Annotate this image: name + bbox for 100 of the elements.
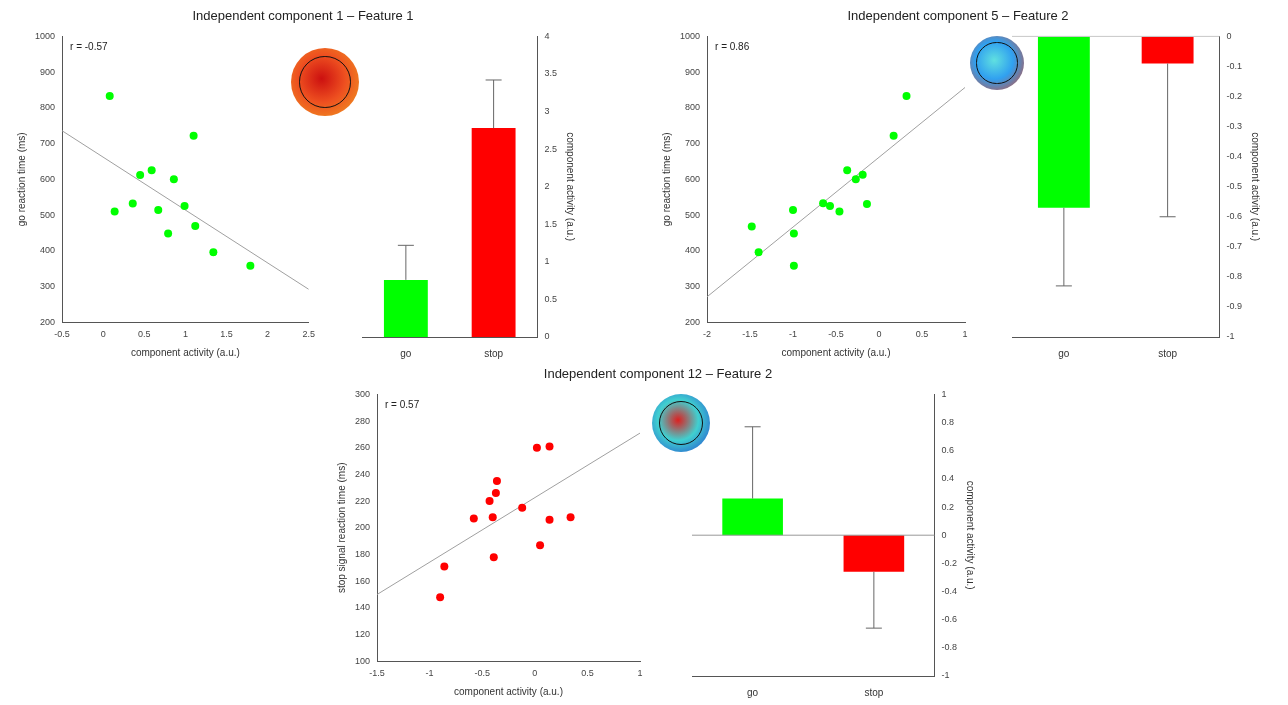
- point: [819, 199, 828, 208]
- point: [902, 92, 911, 101]
- point: [488, 513, 497, 522]
- point: [128, 199, 137, 208]
- y-tick-label: 800: [39, 102, 56, 113]
- y-tick-label: -0.8: [1226, 271, 1243, 282]
- point: [180, 202, 189, 211]
- x-tick-label: stop: [864, 686, 884, 698]
- y-tick-label: -0.4: [1226, 151, 1243, 162]
- point: [754, 248, 763, 257]
- x-axis-title: component activity (a.u.): [130, 346, 240, 358]
- point: [889, 131, 898, 140]
- x-axis-title: component activity (a.u.): [781, 346, 891, 358]
- point: [851, 175, 860, 184]
- point: [532, 443, 541, 452]
- y-tick-label: 300: [39, 280, 56, 291]
- x-tick-label: 2: [265, 329, 271, 340]
- y-tick-label: 180: [354, 548, 371, 559]
- point: [491, 489, 500, 498]
- y-tick-label: -0.5: [1226, 181, 1243, 192]
- x-tick-label: 0: [876, 329, 882, 340]
- y-tick-label: 1.5: [544, 218, 557, 229]
- y-tick-label: 120: [354, 629, 371, 639]
- y-tick-label: 0.2: [941, 501, 955, 512]
- chart-title: Independent component 12 – Feature 2: [542, 366, 774, 381]
- point: [489, 553, 498, 562]
- point: [209, 248, 218, 257]
- x-tick-label: -0.5: [828, 329, 844, 340]
- y-tick-label: 200: [39, 316, 56, 327]
- y-axis-title: component activity (a.u.): [565, 132, 577, 242]
- y-axis-title: go reaction time (ms): [660, 132, 672, 227]
- y-tick-label: 1: [941, 388, 947, 399]
- x-tick-label: -1: [789, 329, 798, 340]
- y-tick-label: -0.7: [1226, 241, 1243, 252]
- x-tick-label: -1: [425, 668, 434, 679]
- y-tick-label: 500: [39, 209, 56, 220]
- point: [105, 92, 114, 101]
- x-tick-label: 1: [637, 668, 643, 679]
- y-tick-label: -0.8: [941, 642, 958, 653]
- point: [858, 170, 867, 179]
- point: [136, 171, 145, 180]
- x-tick-label: 0.5: [138, 329, 151, 340]
- point: [246, 261, 255, 270]
- point: [518, 503, 527, 512]
- y-tick-label: 280: [354, 415, 371, 426]
- y-tick-label: 300: [684, 280, 701, 291]
- y-tick-label: 0.6: [941, 445, 955, 456]
- y-tick-label: 600: [684, 173, 701, 184]
- annotation: r = -0.57: [70, 41, 108, 53]
- point: [110, 207, 119, 216]
- x-tick-label: -0.5: [54, 329, 70, 340]
- y-tick-label: 700: [684, 138, 701, 149]
- y-axis-title: component activity (a.u.): [1250, 132, 1262, 242]
- point: [825, 202, 834, 211]
- point: [189, 131, 198, 140]
- y-tick-label: 500: [684, 209, 701, 220]
- y-tick-label: 2: [544, 181, 550, 192]
- y-tick-label: 100: [354, 655, 371, 666]
- y-tick-label: 800: [684, 102, 701, 113]
- x-tick-label: stop: [1158, 347, 1178, 359]
- y-tick-label: 1: [544, 256, 550, 267]
- y-tick-label: 200: [684, 316, 701, 327]
- y-tick-label: 900: [684, 66, 701, 77]
- y-tick-label: 200: [354, 522, 371, 533]
- y-tick-label: 400: [684, 245, 701, 256]
- y-tick-label: 0.4: [941, 473, 955, 484]
- y-tick-label: -0.3: [1226, 121, 1243, 132]
- point: [154, 206, 163, 215]
- point: [147, 166, 156, 175]
- y-axis-title: component activity (a.u.): [965, 480, 977, 590]
- x-tick-label: 0: [100, 329, 106, 340]
- y-tick-label: 1000: [679, 30, 701, 41]
- y-axis-title: go reaction time (ms): [15, 132, 27, 227]
- x-tick-label: go: [400, 347, 412, 359]
- x-tick-label: go: [1058, 347, 1070, 359]
- point: [545, 515, 554, 524]
- y-tick-label: 160: [354, 575, 371, 586]
- y-tick-label: 2.5: [544, 143, 557, 154]
- annotation: r = 0.86: [715, 41, 750, 53]
- point: [485, 497, 494, 506]
- y-tick-label: 300: [354, 388, 371, 399]
- x-tick-label: 2.5: [302, 329, 315, 340]
- y-tick-label: -0.6: [1226, 211, 1243, 222]
- point: [164, 229, 173, 238]
- y-tick-label: -0.6: [941, 614, 958, 625]
- x-tick-label: 1: [962, 329, 968, 340]
- point: [436, 593, 445, 602]
- y-tick-label: 400: [39, 245, 56, 256]
- point: [191, 222, 200, 231]
- y-tick-label: 3: [544, 106, 550, 117]
- point: [469, 514, 478, 523]
- y-tick-label: 140: [354, 602, 371, 613]
- y-axis-title: stop signal reaction time (ms): [335, 462, 347, 594]
- x-tick-label: 0.5: [915, 329, 929, 340]
- y-tick-label: -0.1: [1226, 60, 1243, 71]
- y-tick-label: 0.5: [544, 293, 557, 304]
- point: [789, 261, 798, 270]
- y-tick-label: 0.8: [941, 417, 955, 428]
- y-tick-label: 240: [354, 468, 371, 479]
- point: [169, 175, 178, 184]
